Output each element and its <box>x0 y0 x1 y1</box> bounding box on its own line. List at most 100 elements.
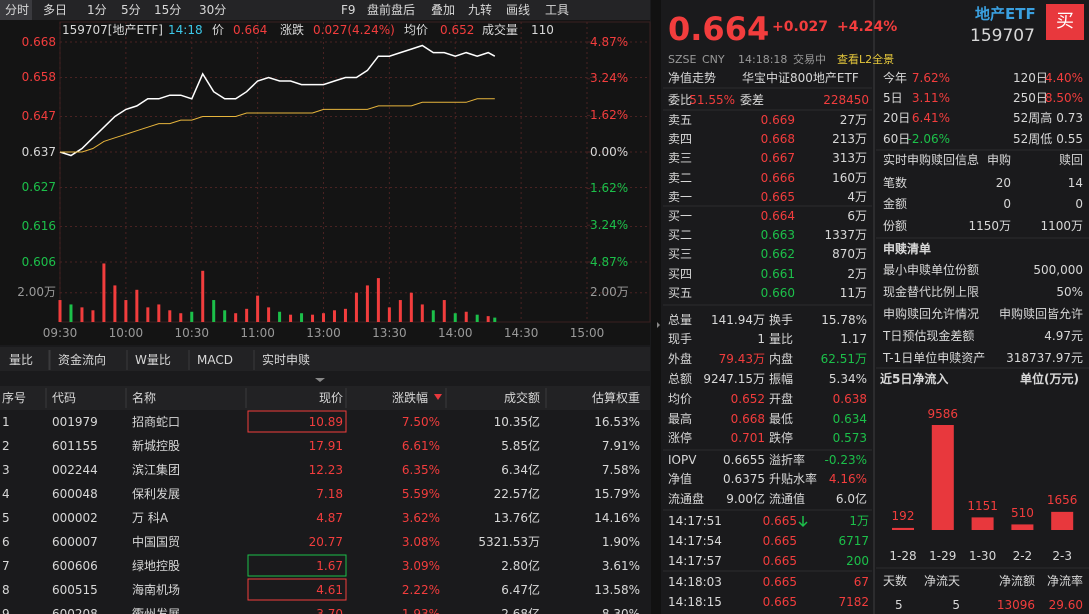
column-header: 代码 <box>52 390 77 405</box>
label: 买三 <box>668 247 693 262</box>
label: 9.00亿 <box>726 491 765 506</box>
label: 14:18:18 <box>738 53 788 67</box>
y-tick-label: 0.668 <box>21 34 56 49</box>
table-cell: 6.61% <box>401 438 440 453</box>
table-cell: 12.23 <box>308 462 343 477</box>
tab[interactable]: W量比 <box>135 352 171 367</box>
table-cell: 中国国贸 <box>132 534 181 549</box>
volume-bar <box>256 295 260 322</box>
table-cell: 新城控股 <box>132 438 181 453</box>
table-cell: 保利发展 <box>132 486 181 501</box>
table-cell: 5.85亿 <box>501 438 540 453</box>
tab[interactable]: 资金流向 <box>58 352 107 367</box>
volume-bar <box>343 308 347 322</box>
table-cell: 4.61 <box>316 582 343 597</box>
tool-button[interactable]: F9 <box>341 2 356 17</box>
volume-bar <box>58 300 62 322</box>
y-tick-label: 0.616 <box>21 219 56 234</box>
price-line <box>59 44 496 157</box>
chart-info: 成交量 <box>482 22 519 37</box>
volume-bar <box>354 292 358 322</box>
label: 均价 <box>668 391 693 406</box>
tool-button[interactable]: 叠加 <box>431 2 456 17</box>
tab[interactable]: 5分 <box>121 2 141 17</box>
label: 13096 <box>996 597 1035 612</box>
x-tick-label: 10:30 <box>174 325 210 340</box>
label: 0.665 <box>762 553 797 568</box>
chart-info: 均价 <box>404 22 429 37</box>
price-line <box>60 98 495 153</box>
chart-info: 14:18 <box>168 22 203 37</box>
y2-tick-label: 3.24% <box>590 71 629 86</box>
label: 单位(万元) <box>1020 371 1079 386</box>
y2-tick-label: 4.87% <box>590 254 629 269</box>
l2-link[interactable]: 查看L2全景 <box>837 53 895 67</box>
label: 今年 <box>883 70 908 85</box>
label: 0.662 <box>760 247 795 262</box>
label: 申赎清单 <box>883 241 932 256</box>
volume-bar <box>157 304 161 322</box>
table-cell: 1.90% <box>601 534 640 549</box>
volume-bar <box>278 311 282 322</box>
tool-button[interactable]: 九转 <box>468 2 493 17</box>
label: 委差 <box>740 92 765 107</box>
table-cell: 1.67 <box>316 558 343 573</box>
buy-button[interactable] <box>1046 4 1084 40</box>
label: 0.668 <box>760 132 795 146</box>
tab[interactable]: 净值走势 <box>668 70 717 85</box>
table-cell: 4 <box>2 486 10 501</box>
volume-bar <box>486 316 490 322</box>
label: 0.665 <box>762 594 797 609</box>
tab[interactable]: 量比 <box>9 352 34 367</box>
y-tick-label: 0.637 <box>21 144 56 159</box>
volume-bar <box>387 307 391 322</box>
table-cell: 13.58% <box>594 582 640 597</box>
table-cell: 绿地控股 <box>132 558 181 573</box>
y2-tick-label: 4.87% <box>590 34 629 49</box>
label: 申购赎回允许情况 <box>883 306 980 321</box>
tool-button[interactable]: 画线 <box>506 2 531 17</box>
tool-button[interactable]: 盘前盘后 <box>367 2 416 17</box>
table-cell: 5.59% <box>401 486 440 501</box>
chart-info: 0.027(4.24%) <box>313 22 395 37</box>
label: 换手 <box>769 312 794 327</box>
tab[interactable]: 1分 <box>87 2 107 17</box>
tab[interactable]: 分时 <box>5 2 30 17</box>
volume-bar <box>322 313 325 322</box>
volume-bar <box>475 314 479 322</box>
label: 申购赎回皆允许 <box>998 306 1083 321</box>
volume-bar <box>431 310 435 322</box>
tab[interactable]: 30分 <box>199 2 227 17</box>
label: 卖四 <box>668 132 693 146</box>
toolbar <box>0 0 650 20</box>
data-label: 1151 <box>967 498 998 513</box>
volume-bar <box>223 310 227 322</box>
volume-bar <box>376 278 380 322</box>
buy-label[interactable]: 买 <box>1056 11 1074 33</box>
tab[interactable]: 实时申赎 <box>262 352 311 367</box>
table-cell: 7.91% <box>601 438 640 453</box>
chart-info: 110 <box>531 22 554 37</box>
label: 0.701 <box>730 431 765 446</box>
label: 5日 <box>883 90 903 105</box>
label: 份额 <box>883 218 908 233</box>
down-arrow <box>798 516 808 528</box>
data-label: 1656 <box>1046 493 1078 508</box>
tab[interactable]: 15分 <box>154 2 182 17</box>
table-cell: 600515 <box>52 582 98 597</box>
flow-bar <box>1011 524 1034 530</box>
tool-button[interactable]: 工具 <box>545 2 570 17</box>
label: 净值 <box>668 472 693 487</box>
splitter <box>651 0 661 614</box>
label: 最小申赎单位份额 <box>883 262 980 277</box>
divider <box>873 0 875 614</box>
tab[interactable]: MACD <box>197 352 233 367</box>
tab[interactable]: 多日 <box>43 2 68 17</box>
label: 1.17 <box>840 332 867 347</box>
label: 0.663 <box>760 228 795 242</box>
label: 14:17:57 <box>668 553 722 568</box>
label: -0.23% <box>824 452 867 467</box>
volume-bar <box>453 313 457 322</box>
label: CNY <box>702 53 725 67</box>
table-cell: 万 科A <box>132 510 169 525</box>
